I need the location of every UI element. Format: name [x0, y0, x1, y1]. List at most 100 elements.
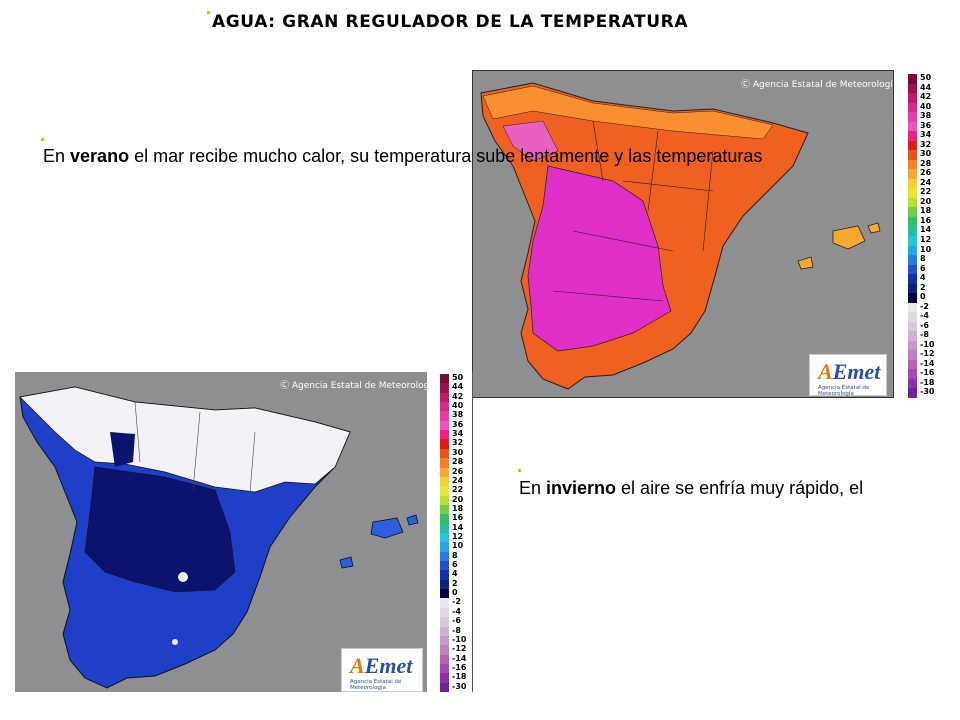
legend-label: -16 [920, 368, 935, 378]
legend-entry: -30 [440, 681, 492, 692]
legend-label: 42 [452, 391, 464, 401]
legend-swatch [440, 374, 449, 384]
legend-entry: 26 [908, 168, 960, 179]
legend-swatch [908, 197, 917, 208]
legend-swatch [440, 654, 449, 664]
legend-swatch [440, 551, 449, 562]
legend-swatch [440, 411, 449, 421]
legend-label: 0 [920, 292, 926, 302]
legend-swatch [908, 388, 917, 398]
legend-label: 32 [920, 139, 932, 149]
legend-entry: -14 [440, 653, 492, 664]
legend-swatch [908, 283, 917, 294]
legend-entry: 12 [440, 532, 492, 543]
legend-label: 24 [452, 475, 464, 485]
legend-label: -8 [452, 625, 461, 635]
legend-entry: 30 [440, 448, 492, 459]
legend-entry: 44 [908, 82, 960, 94]
legend-swatch [908, 74, 917, 84]
legend-entry: 16 [908, 215, 960, 227]
legend-swatch [440, 645, 449, 655]
legend-swatch [908, 274, 917, 284]
legend-label: 8 [452, 550, 458, 560]
legend-swatch [440, 476, 449, 487]
legend-label: 16 [920, 215, 932, 225]
legend-swatch [440, 458, 449, 468]
legend-entry: 10 [908, 245, 960, 256]
legend-entry: -2 [440, 597, 492, 608]
legend-swatch [908, 131, 917, 141]
legend-swatch [908, 331, 917, 341]
legend-entry: 38 [908, 111, 960, 122]
legend-entry: 24 [440, 475, 492, 487]
legend-swatch [440, 467, 449, 477]
legend-swatch [440, 626, 449, 636]
legend-entry: 28 [908, 158, 960, 170]
legend-entry: 50 [440, 373, 492, 384]
legend-entry: 50 [908, 73, 960, 84]
legend-swatch [908, 207, 917, 217]
legend-label: -16 [452, 662, 467, 672]
legend-entry: -4 [908, 311, 960, 322]
legend-swatch [908, 226, 917, 236]
legend-entry: 20 [908, 197, 960, 208]
legend-swatch [440, 607, 449, 618]
legend-swatch [440, 589, 449, 599]
aemet-logo: AEmet Agencia Estatal de Meteorología [341, 648, 423, 692]
legend-label: -2 [920, 301, 929, 311]
legend-swatch [440, 448, 449, 459]
legend-swatch [440, 486, 449, 496]
legend-swatch [908, 121, 917, 132]
legend-entry: 0 [908, 292, 960, 303]
legend-label: 8 [920, 254, 926, 264]
legend-label: 30 [920, 149, 932, 159]
legend-label: 26 [452, 466, 464, 476]
legend-label: 28 [920, 158, 932, 168]
legend-entry: 18 [908, 206, 960, 217]
legend-entry: -8 [908, 330, 960, 341]
legend-label: 20 [452, 494, 464, 504]
legend-entry: 22 [908, 187, 960, 198]
legend-label: -18 [920, 377, 935, 387]
legend-label: 18 [452, 503, 464, 513]
legend-label: -30 [452, 681, 467, 691]
legend-entry: 42 [440, 391, 492, 403]
legend-entry: 18 [440, 503, 492, 515]
legend-swatch [908, 188, 917, 198]
title-bullet [207, 11, 210, 14]
legend-entry: 32 [440, 438, 492, 449]
legend-entry: 6 [440, 560, 492, 571]
legend-label: 40 [920, 101, 932, 111]
legend-label: -12 [452, 644, 467, 654]
legend-label: 16 [452, 513, 464, 523]
legend-entry: -10 [908, 340, 960, 351]
legend-entry: -14 [908, 359, 960, 370]
legend-label: 24 [920, 177, 932, 187]
legend-swatch [440, 504, 449, 515]
legend-label: 18 [920, 206, 932, 216]
legend-label: 6 [920, 263, 926, 273]
legend-entry: 26 [440, 466, 492, 477]
aemet-logo: AEmet Agencia Estatal de Meteorología [809, 354, 887, 397]
legend-label: 44 [920, 82, 932, 92]
legend-swatch [908, 178, 917, 189]
legend-swatch [908, 359, 917, 370]
winter-bullet [518, 469, 521, 472]
legend-entry: -10 [440, 635, 492, 646]
legend-label: -4 [920, 311, 929, 321]
legend-label: 12 [452, 532, 464, 541]
winter-legend: 50 44 42 40 38 36 34 32 30 28 26 24 22 20 18 16 14 12 10 8 6… [440, 373, 472, 692]
legend-swatch [440, 570, 449, 580]
legend-entry: 2 [908, 283, 960, 294]
legend-entry: 16 [440, 513, 492, 524]
legend-label: 28 [452, 457, 464, 467]
legend-swatch [440, 617, 449, 627]
legend-swatch [440, 402, 449, 412]
legend-label: 12 [920, 235, 932, 244]
winter-map-right-border [472, 372, 473, 692]
legend-swatch [440, 533, 449, 543]
legend-label: -14 [452, 653, 467, 663]
copyright-icon: Ⓒ [280, 381, 292, 391]
legend-label: 42 [920, 92, 932, 102]
legend-label: 50 [452, 373, 464, 382]
